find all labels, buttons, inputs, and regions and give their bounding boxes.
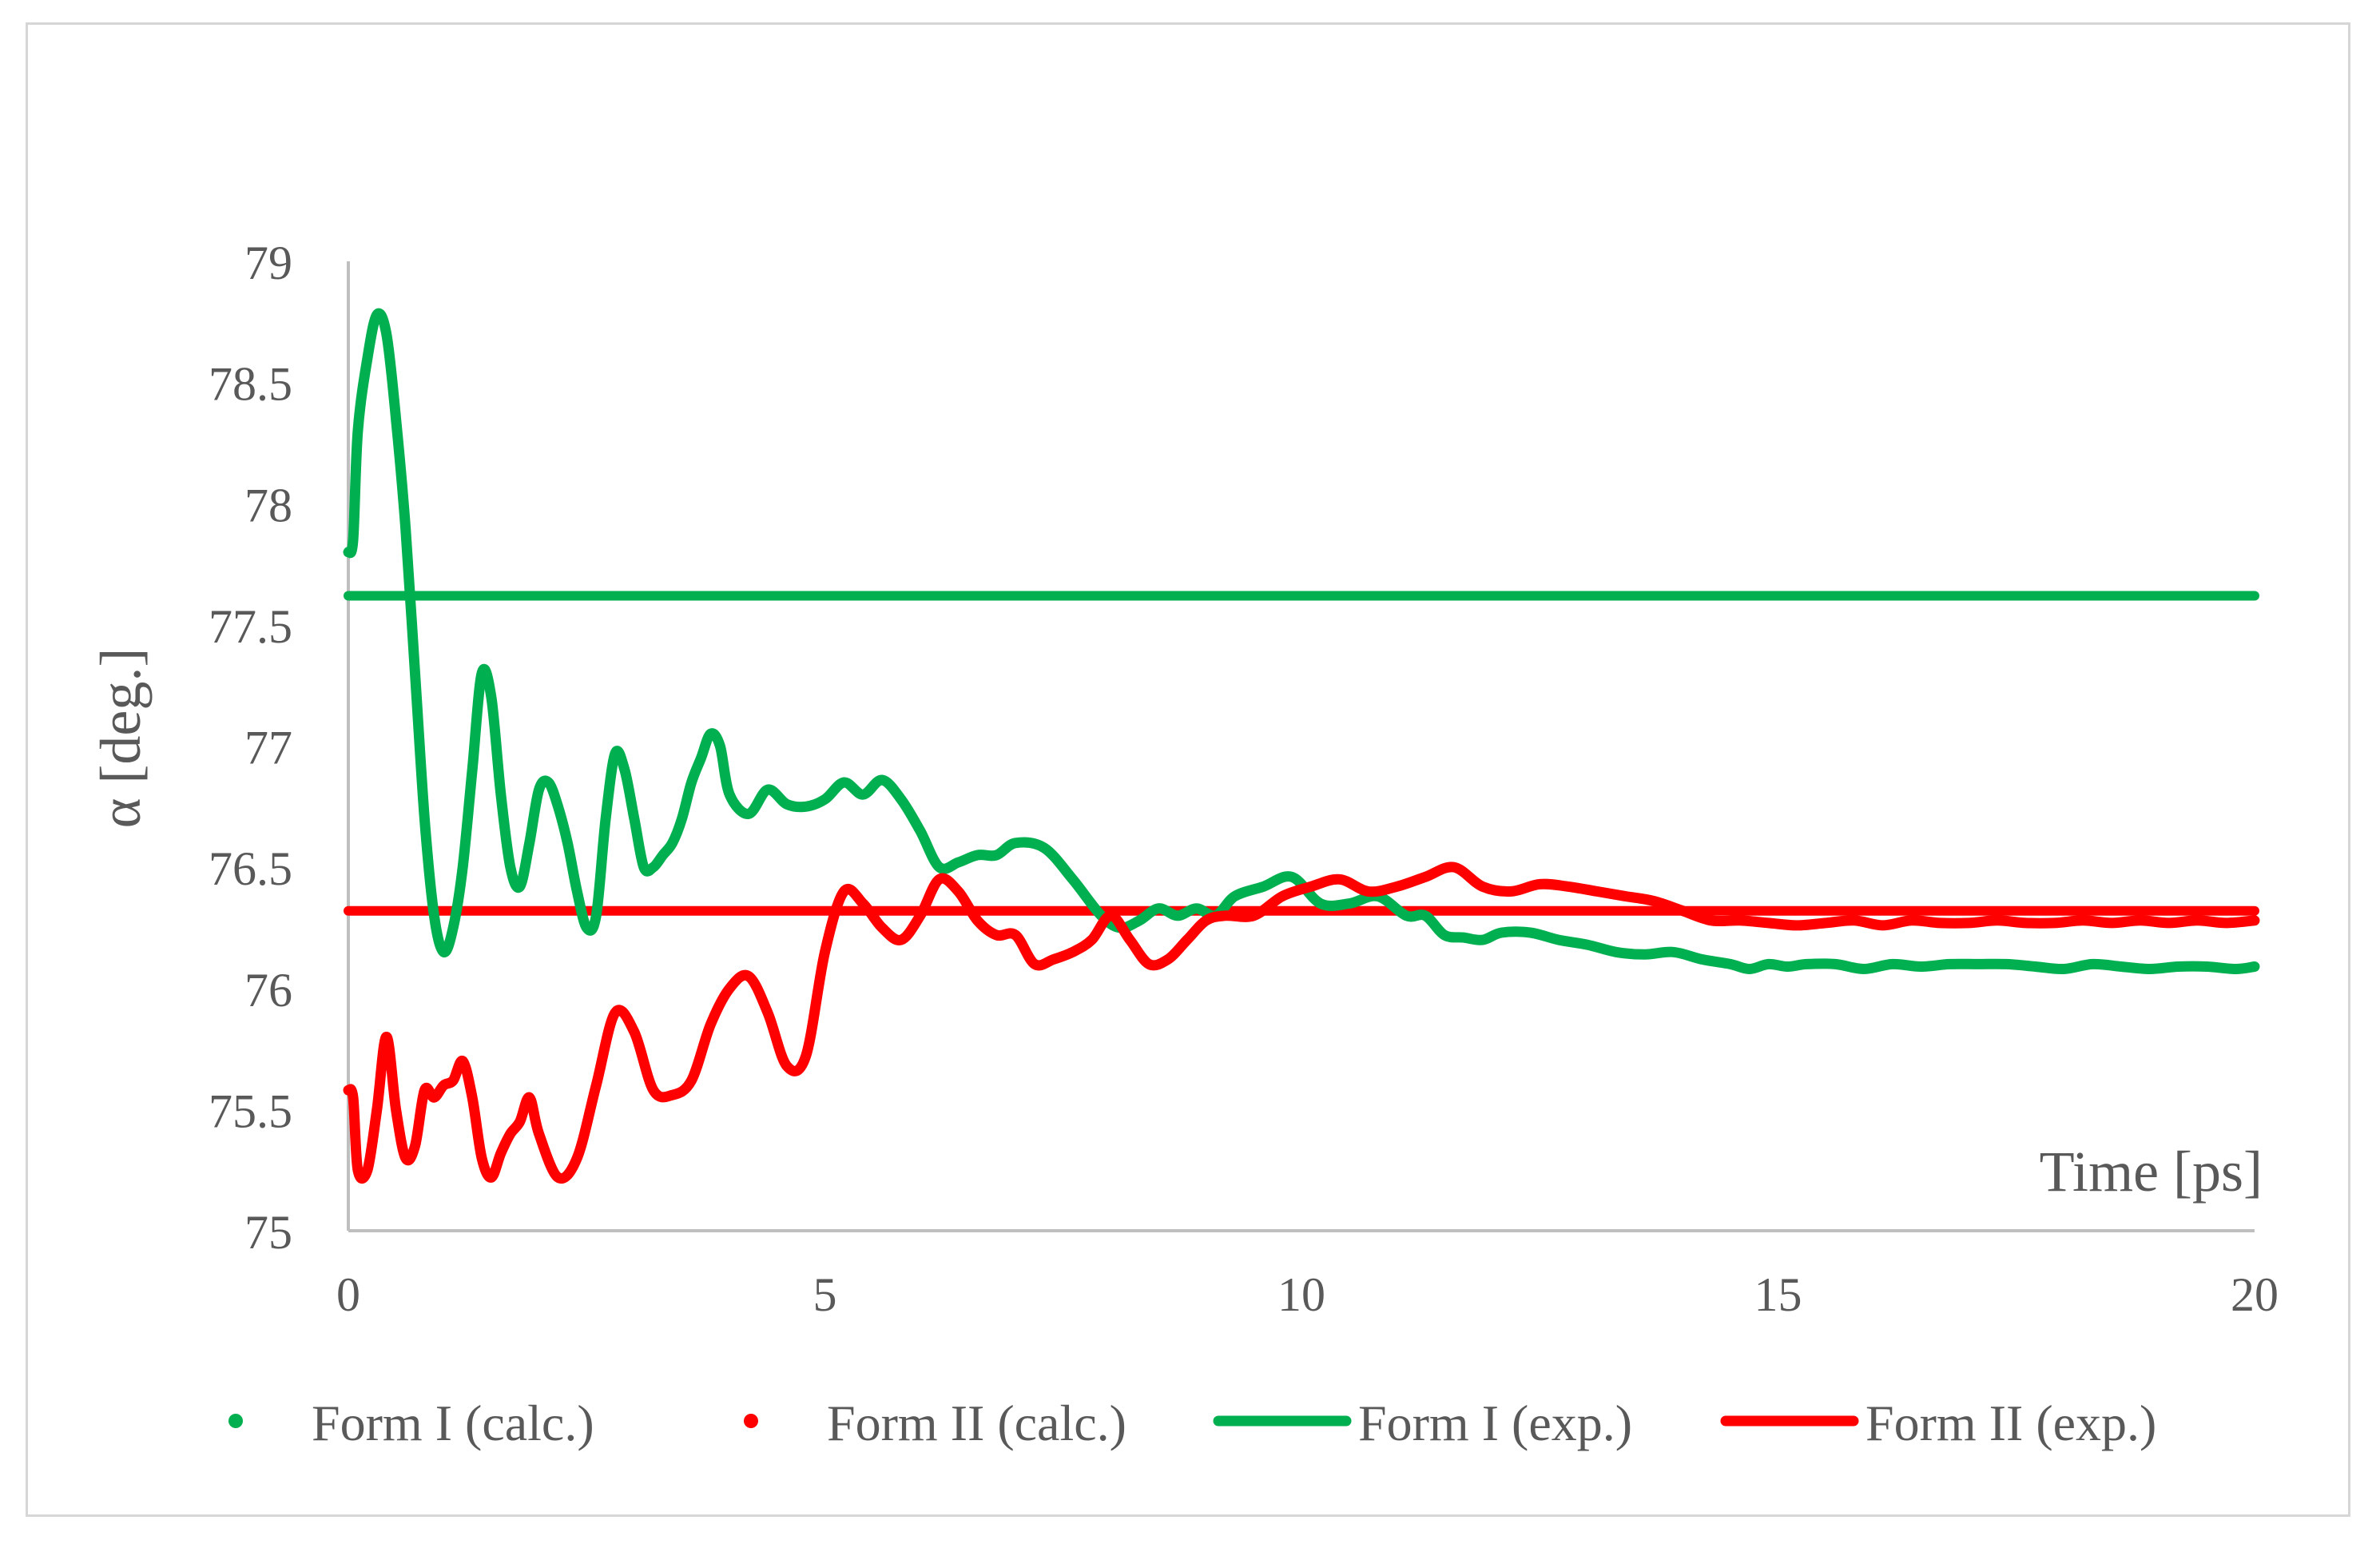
legend: Form I (calc.) Form II (calc.) Form I (exp…	[228, 1395, 2156, 1451]
x-tick-labels: 0 5 10 15 20	[336, 1268, 2279, 1321]
legend-marker-dot	[744, 1414, 758, 1428]
y-tick-label: 75.5	[209, 1084, 292, 1137]
chart-frame	[26, 22, 2350, 1517]
y-tick-label: 79	[244, 237, 292, 289]
legend-label: Form I (calc.)	[312, 1395, 594, 1451]
x-axis-title: Time [ps]	[2040, 1140, 2263, 1204]
x-tick-label: 15	[1754, 1268, 1802, 1321]
y-tick-labels: 75 75.5 76 76.5 77 77.5 78 78.5 79	[209, 237, 292, 1259]
y-axis-title: α [deg.]	[89, 648, 153, 829]
x-tick-label: 10	[1277, 1268, 1325, 1321]
legend-label: Form II (calc.)	[827, 1395, 1126, 1451]
x-tick-label: 20	[2231, 1268, 2279, 1321]
y-tick-label: 77	[244, 722, 292, 774]
legend-marker-dot	[228, 1414, 243, 1428]
axes	[347, 261, 2255, 1232]
y-tick-label: 76	[244, 964, 292, 1017]
y-tick-label: 76.5	[209, 842, 292, 895]
x-tick-label: 0	[336, 1268, 360, 1321]
series-line-form-i-calc	[343, 308, 2260, 975]
series-layer	[343, 308, 2260, 1184]
y-tick-label: 78.5	[209, 358, 292, 411]
y-tick-label: 75	[244, 1206, 292, 1259]
legend-label: Form II (exp.)	[1865, 1395, 2156, 1451]
legend-label: Form I (exp.)	[1358, 1395, 1632, 1451]
y-tick-label: 77.5	[209, 600, 292, 653]
x-tick-label: 5	[813, 1268, 837, 1321]
series-line-form-ii-calc	[343, 862, 2260, 1184]
y-tick-label: 78	[244, 479, 292, 531]
